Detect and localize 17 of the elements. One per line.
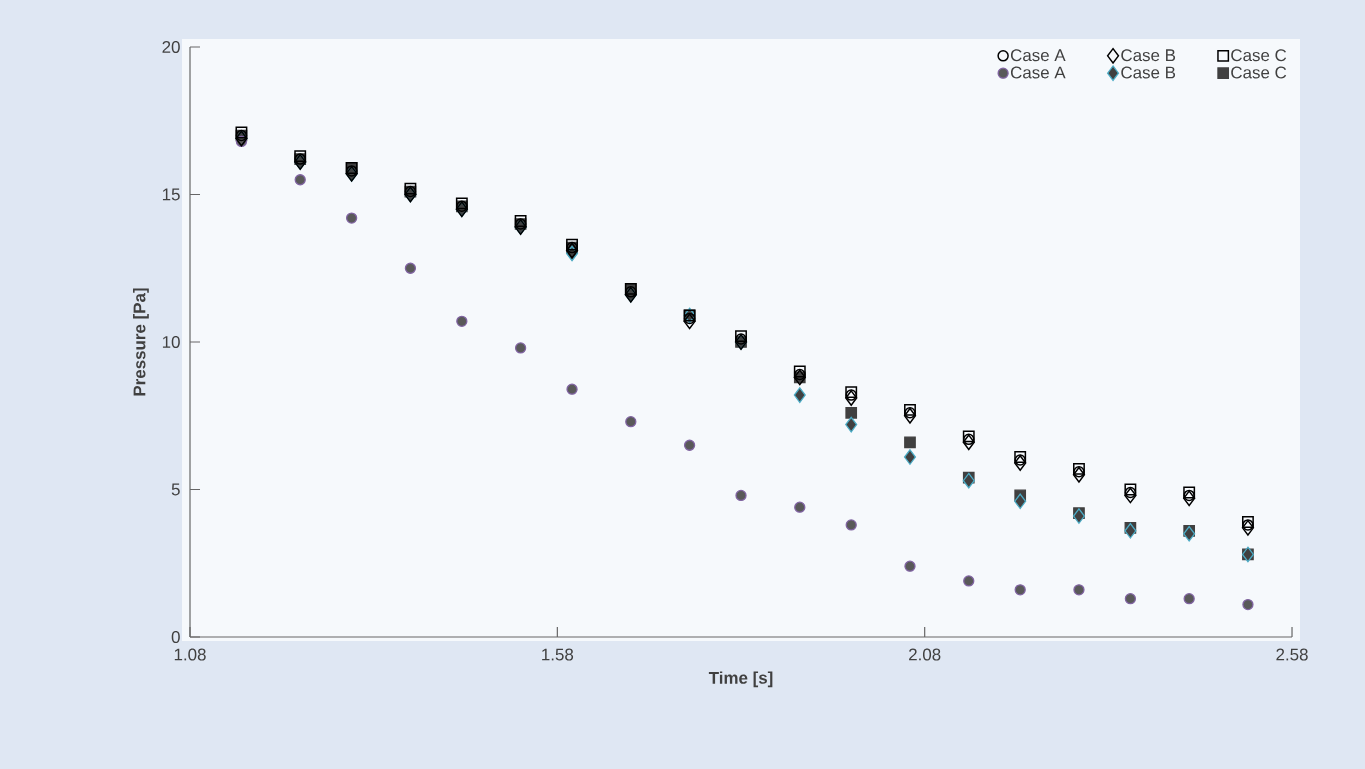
legend-label: Case A <box>1010 66 1066 79</box>
y-tick-label: 15 <box>162 188 180 201</box>
x-tick-label: 1.08 <box>174 648 206 661</box>
legend-label: Case C <box>1231 49 1287 62</box>
y-tick-label: 20 <box>162 41 180 53</box>
y-tick-label: 10 <box>162 336 180 349</box>
y-tick-label: 0 <box>171 631 180 644</box>
y-tick-label: 5 <box>171 483 180 496</box>
x-tick-label: 1.58 <box>542 648 574 661</box>
legend-label: Case B <box>1121 66 1176 79</box>
legend-label: Case A <box>1010 49 1066 62</box>
legend-label: Case B <box>1121 49 1176 62</box>
x-tick-label: 2.08 <box>909 648 941 661</box>
x-axis-title: Time [s] <box>708 671 773 688</box>
x-tick-label: 2.58 <box>1276 648 1308 661</box>
legend-label: Case C <box>1231 66 1287 79</box>
y-axis-title: Pressure [Pa] <box>133 288 149 396</box>
